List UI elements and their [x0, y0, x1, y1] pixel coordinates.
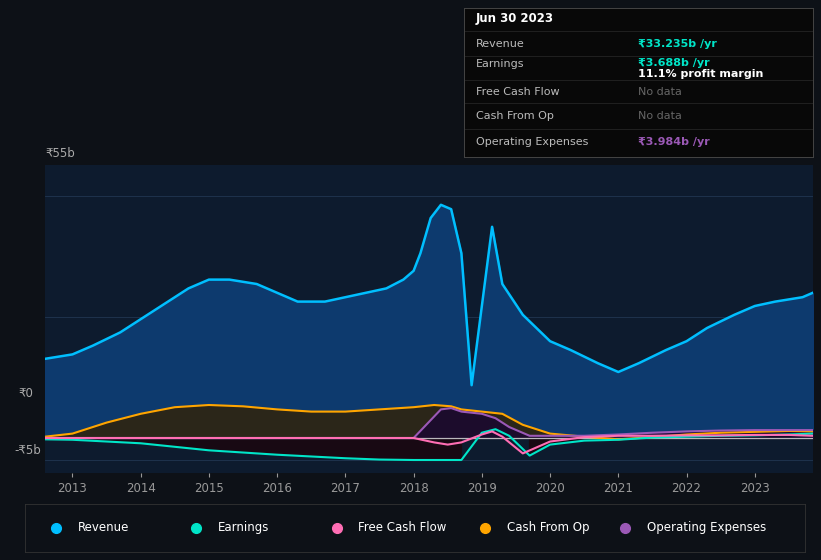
Text: ₹3.984b /yr: ₹3.984b /yr: [639, 137, 710, 147]
Text: Cash From Op: Cash From Op: [476, 111, 554, 121]
Text: Earnings: Earnings: [476, 59, 525, 69]
Text: No data: No data: [639, 111, 682, 121]
Text: -₹5b: -₹5b: [14, 444, 41, 458]
Text: ₹33.235b /yr: ₹33.235b /yr: [639, 39, 718, 49]
Text: 11.1% profit margin: 11.1% profit margin: [639, 69, 764, 80]
Text: Revenue: Revenue: [476, 39, 525, 49]
Text: Operating Expenses: Operating Expenses: [476, 137, 589, 147]
Text: ₹55b: ₹55b: [45, 147, 75, 160]
Text: Earnings: Earnings: [218, 521, 269, 534]
Text: ₹3.688b /yr: ₹3.688b /yr: [639, 58, 710, 68]
Text: Free Cash Flow: Free Cash Flow: [476, 86, 560, 96]
Text: Revenue: Revenue: [78, 521, 129, 534]
Text: Operating Expenses: Operating Expenses: [647, 521, 766, 534]
Text: Cash From Op: Cash From Op: [507, 521, 589, 534]
Text: No data: No data: [639, 86, 682, 96]
Text: ₹0: ₹0: [18, 387, 33, 400]
Text: Jun 30 2023: Jun 30 2023: [476, 12, 554, 25]
Text: Free Cash Flow: Free Cash Flow: [359, 521, 447, 534]
